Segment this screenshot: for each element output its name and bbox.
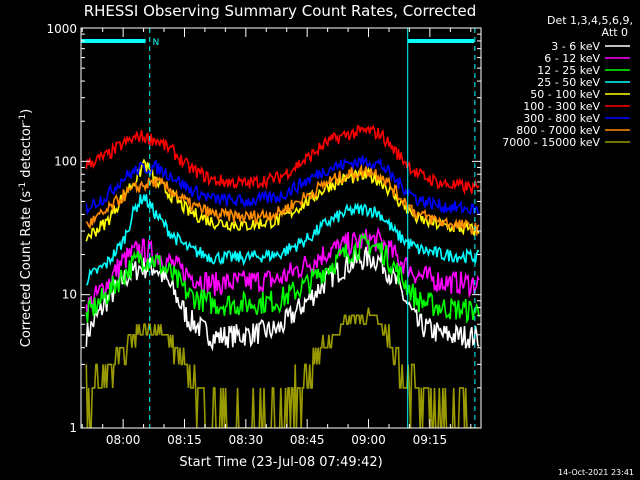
- legend-label: 100 - 300 keV: [523, 100, 600, 113]
- legend-label: 12 - 25 keV: [537, 64, 600, 77]
- series-line: [85, 155, 480, 216]
- legend-label: 800 - 7000 keV: [516, 124, 600, 137]
- legend-label: 7000 - 15000 keV: [502, 136, 600, 149]
- chart-title: RHESSI Observing Summary Count Rates, Co…: [84, 2, 477, 20]
- y-axis: 1 10 100 1000: [46, 22, 481, 435]
- night-label: N: [152, 38, 159, 48]
- legend-label: 300 - 800 keV: [523, 112, 600, 125]
- y-axis-label: Corrected Count Rate (s-1 detector-1): [18, 109, 34, 347]
- legend-header-line-2: Att 0: [602, 26, 628, 39]
- series-line: [85, 307, 479, 428]
- series-layer: [85, 124, 480, 428]
- series-line: [85, 194, 480, 286]
- legend-label: 25 - 50 keV: [537, 76, 600, 89]
- y-tick-label: 10: [62, 288, 77, 302]
- x-axis: 08:00 08:15 08:30 08:45 09:00 09:15: [81, 28, 472, 447]
- x-tick-label: 08:45: [290, 433, 325, 447]
- x-axis-label: Start Time (23-Jul-08 07:49:42): [179, 455, 382, 470]
- series-line: [85, 163, 480, 236]
- x-tick-label: 09:15: [413, 433, 448, 447]
- series-line: [85, 124, 480, 196]
- legend-header-line-1: Det 1,3,4,5,6,9,: [547, 14, 633, 27]
- legend-label: 6 - 12 keV: [544, 52, 600, 65]
- series-line: [85, 226, 480, 318]
- series-line: [85, 231, 480, 325]
- x-tick-label: 08:15: [167, 433, 202, 447]
- legend-label: 50 - 100 keV: [530, 88, 600, 101]
- plot-frame: [80, 27, 482, 429]
- legend-label: 3 - 6 keV: [551, 40, 600, 53]
- x-tick-label: 09:00: [351, 433, 386, 447]
- y-tick-label: 100: [54, 154, 77, 168]
- y-tick-label: 1000: [46, 22, 77, 36]
- series-line: [85, 246, 480, 352]
- x-tick-label: 08:00: [106, 433, 141, 447]
- footer-timestamp: 14-Oct-2021 23:41: [558, 468, 634, 477]
- y-tick-label: 1: [69, 421, 77, 435]
- x-tick-label: 08:30: [229, 433, 264, 447]
